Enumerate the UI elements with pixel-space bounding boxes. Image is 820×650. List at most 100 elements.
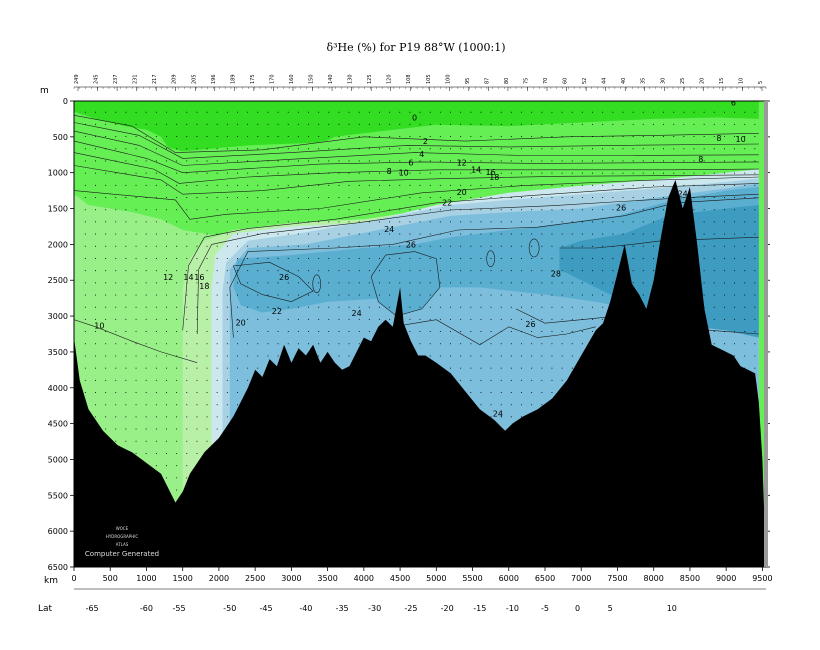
- sample-dot: [551, 197, 553, 198]
- sample-dot: [470, 148, 472, 150]
- sample-dot: [115, 343, 117, 345]
- x-tick-label: 9500: [752, 574, 772, 583]
- sample-dot: [318, 136, 320, 137]
- sample-dot: [115, 355, 117, 357]
- x-tick-label: 1500: [173, 574, 193, 583]
- sample-dot: [653, 197, 654, 198]
- sample-dot: [500, 367, 502, 369]
- sample-dot: [125, 160, 127, 162]
- sample-dot: [155, 136, 157, 137]
- sample-dot: [724, 148, 725, 150]
- sample-dot: [541, 282, 543, 284]
- sample-dot: [531, 111, 533, 113]
- sample-dot: [551, 233, 553, 235]
- sample-dot: [125, 172, 127, 174]
- sample-dot: [166, 355, 167, 357]
- sample-dot: [267, 221, 269, 223]
- y-tick-label: 500: [53, 133, 68, 142]
- sample-dot: [470, 160, 472, 162]
- sample-dot: [429, 245, 431, 247]
- contour-label: 26: [525, 320, 535, 329]
- contour-line: [370, 251, 441, 317]
- sample-dot: [115, 440, 117, 442]
- sample-dot: [358, 184, 360, 186]
- sample-dot: [277, 184, 279, 186]
- sample-dot: [206, 367, 208, 369]
- contour-line: [486, 250, 495, 268]
- sample-dot: [176, 197, 178, 198]
- sample-dot: [561, 331, 563, 332]
- sample-dot: [145, 111, 147, 113]
- sample-dot: [521, 355, 522, 357]
- sample-dot: [95, 270, 96, 272]
- sample-dot: [592, 111, 593, 113]
- contour-label: 18: [489, 173, 499, 182]
- sample-dot: [409, 172, 411, 174]
- sample-dot: [439, 306, 441, 308]
- sample-dot: [277, 245, 279, 247]
- sample-dot: [287, 184, 289, 186]
- sample-dot: [663, 172, 664, 174]
- sample-dot: [460, 258, 462, 259]
- sample-dot: [277, 331, 279, 332]
- sample-dot: [602, 306, 604, 308]
- sample-dot: [531, 123, 533, 125]
- contour-line: [312, 274, 322, 294]
- sample-dot: [389, 233, 391, 235]
- x-tick-label: 7500: [607, 574, 627, 583]
- sample-dot: [145, 258, 147, 259]
- sample-dot: [115, 245, 117, 247]
- sample-dot: [571, 294, 573, 296]
- sample-dot: [338, 111, 340, 113]
- sample-dot: [500, 123, 502, 125]
- sample-dot: [521, 221, 522, 223]
- sample-dot: [338, 160, 340, 162]
- sample-dot: [460, 111, 462, 113]
- sample-dot: [338, 294, 340, 296]
- sample-dot: [409, 148, 411, 150]
- sample-dot: [510, 136, 512, 137]
- sample-dot: [115, 404, 117, 406]
- sample-dot: [308, 123, 309, 125]
- sample-dot: [115, 367, 117, 369]
- sample-dot: [470, 111, 472, 113]
- sample-dot: [135, 160, 137, 162]
- sample-dot: [237, 111, 238, 113]
- sample-dot: [176, 379, 178, 381]
- sample-dot: [257, 111, 259, 113]
- sample-dot: [612, 270, 614, 272]
- sample-dot: [328, 294, 330, 296]
- sample-dot: [663, 136, 664, 137]
- sample-dot: [683, 160, 685, 162]
- sample-dot: [196, 233, 198, 235]
- sample-dot: [237, 355, 238, 357]
- lat-tick-label: -50: [223, 604, 236, 613]
- sample-dot: [663, 111, 664, 113]
- contour-label: 16: [486, 168, 496, 177]
- contour-label: 24: [678, 189, 688, 198]
- sample-dot: [450, 245, 451, 247]
- sample-dot: [571, 306, 573, 308]
- sample-dot: [551, 172, 553, 174]
- sample-dot: [561, 306, 563, 308]
- sample-dot: [724, 221, 725, 223]
- sample-dot: [135, 453, 137, 454]
- sample-dot: [186, 221, 188, 223]
- sample-dot: [206, 416, 208, 418]
- sample-dot: [734, 233, 735, 235]
- sample-dot: [561, 233, 563, 235]
- station-label: 40: [621, 78, 627, 84]
- sample-dot: [429, 355, 431, 357]
- sample-dot: [358, 172, 360, 174]
- sample-dot: [551, 136, 553, 137]
- sample-dot: [450, 172, 451, 174]
- sample-dot: [592, 209, 593, 211]
- lat-tick-label: -25: [404, 604, 417, 613]
- sample-dot: [470, 343, 472, 345]
- sample-dot: [460, 172, 462, 174]
- sample-dot: [724, 294, 725, 296]
- sample-dot: [358, 258, 360, 259]
- chart-title: δ³He (%) for P19 88°W (1000:1): [326, 41, 505, 54]
- sample-dot: [176, 172, 178, 174]
- sample-dot: [419, 331, 421, 332]
